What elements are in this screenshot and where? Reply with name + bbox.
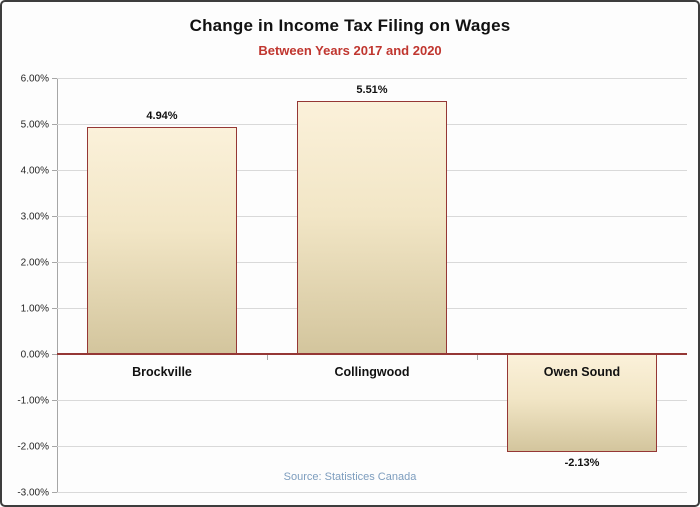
bar-value-label: 5.51%	[356, 83, 388, 96]
zero-axis-line	[57, 353, 687, 355]
y-axis-label: 3.00%	[20, 211, 49, 223]
bar-value-label: 4.94%	[146, 109, 178, 122]
y-axis-label: 4.00%	[20, 165, 49, 177]
y-axis-tick	[52, 492, 57, 493]
y-axis-tick	[52, 262, 57, 263]
bar-owen-sound	[507, 354, 657, 452]
y-axis-label: -1.00%	[17, 395, 49, 407]
category-axis-tick	[477, 355, 478, 360]
gridline	[57, 78, 687, 79]
chart-title: Change in Income Tax Filing on Wages	[189, 16, 511, 35]
y-axis-tick	[52, 354, 57, 355]
category-label: Owen Sound	[543, 365, 621, 379]
gridline	[57, 446, 687, 447]
y-axis-label: -2.00%	[17, 441, 49, 453]
source-note: Source: Statistices Canada	[283, 471, 417, 483]
y-axis-tick	[52, 308, 57, 309]
y-axis-label: 2.00%	[20, 257, 49, 269]
y-axis-label: 6.00%	[20, 73, 49, 85]
y-axis-tick	[52, 400, 57, 401]
chart-subtitle: Between Years 2017 and 2020	[258, 43, 442, 58]
bar-collingwood	[297, 100, 447, 354]
category-label: Brockville	[132, 365, 192, 379]
y-axis-tick	[52, 216, 57, 217]
y-axis-label: -3.00%	[17, 487, 49, 499]
y-axis-line	[57, 78, 58, 493]
plot-area: 6.00% 5.00% 4.00% 3.00% 2.00% 1.00% 0.00% -1.00…	[17, 74, 687, 499]
bar-value-label: -2.13%	[564, 456, 600, 469]
category-label: Collingwood	[334, 365, 410, 379]
y-axis-tick	[52, 170, 57, 171]
y-axis-tick	[52, 124, 57, 125]
gridline	[57, 492, 687, 493]
bar-brockville	[87, 126, 237, 354]
y-axis-tick	[52, 78, 57, 79]
y-axis-tick	[52, 446, 57, 447]
y-axis-label: 1.00%	[20, 303, 49, 315]
category-axis-tick	[267, 355, 268, 360]
y-axis-label: 5.00%	[20, 119, 49, 131]
gridline	[57, 400, 687, 401]
y-axis-label: 0.00%	[20, 349, 49, 361]
